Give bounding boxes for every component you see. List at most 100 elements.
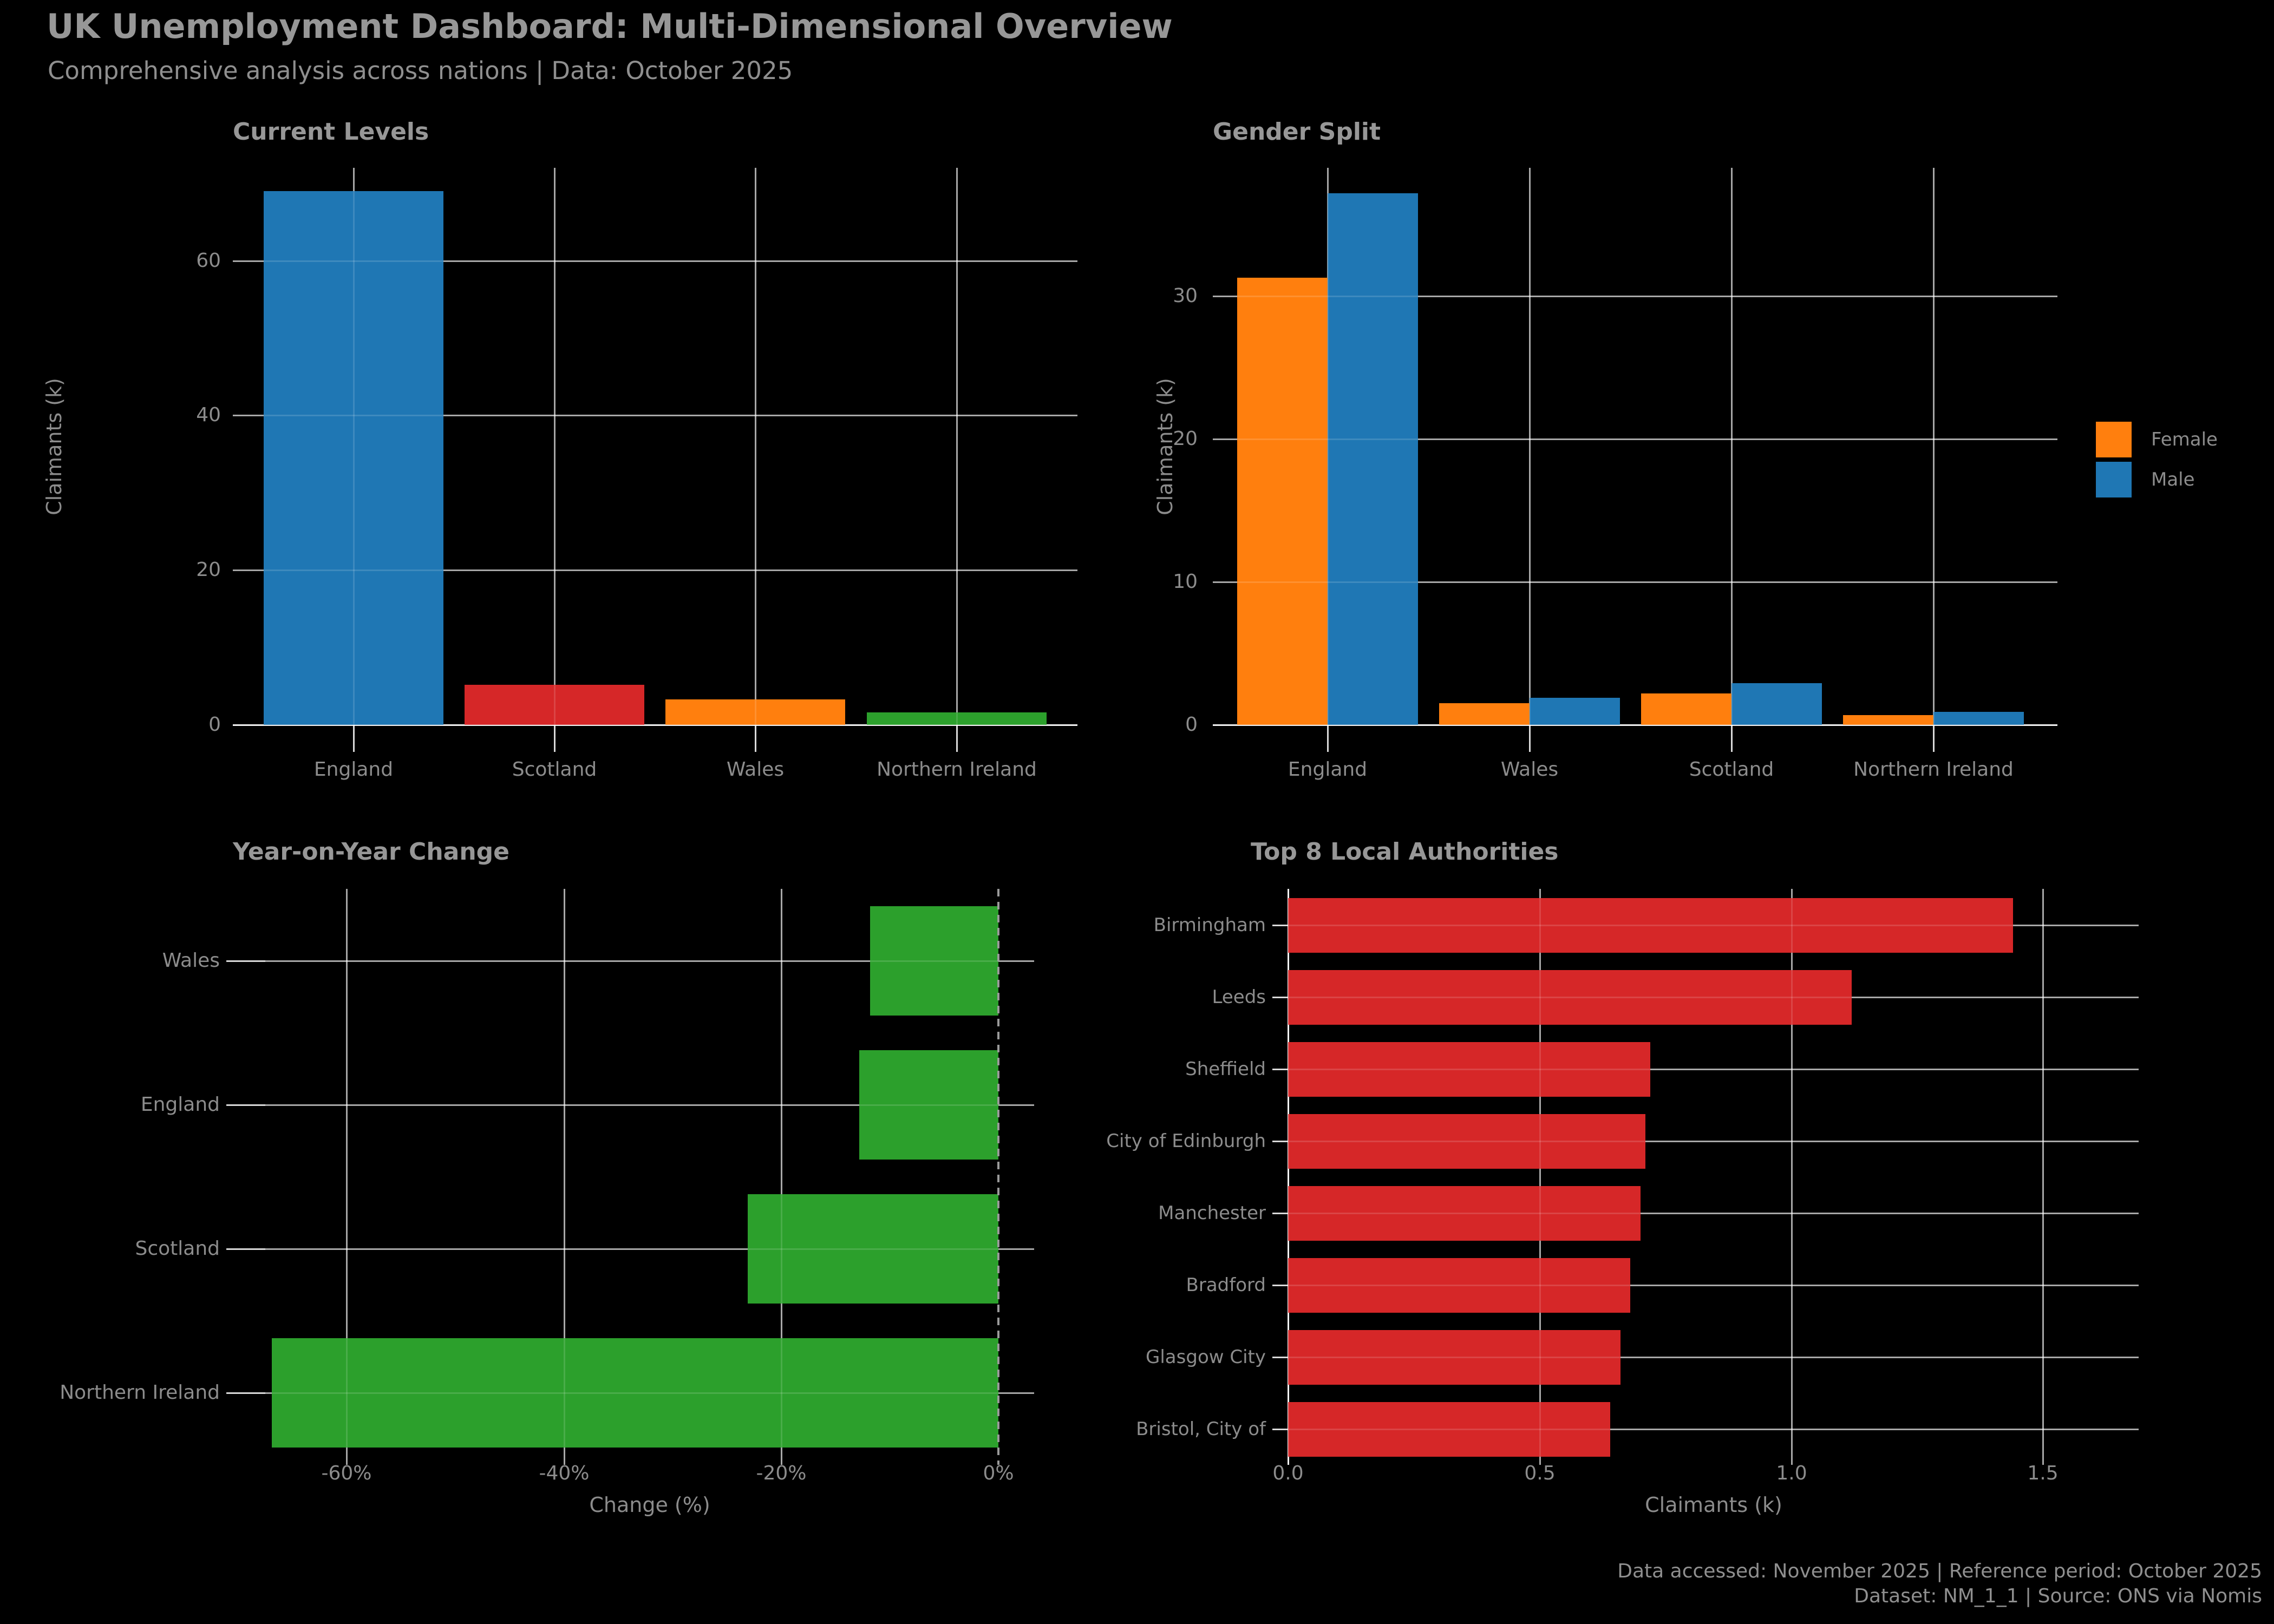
gridline-overlay-gender_split <box>1213 724 2057 726</box>
x-tick-label-current_levels: Northern Ireland <box>877 758 1037 781</box>
gridline-overlay-gender_split <box>1213 438 2057 440</box>
gridline-overlay-gender_split <box>1529 168 1531 725</box>
gridline-h-top8 <box>1288 1429 2139 1430</box>
gridline-h-top8 <box>1288 1357 2139 1358</box>
gridline-overlay-current_levels <box>233 569 1077 571</box>
bar-Bradford <box>1288 1258 1631 1313</box>
y-tick-label-top8: Glasgow City <box>1146 1346 1266 1368</box>
gridline-overlay-top8 <box>1288 889 1289 1465</box>
x-tick-label-yoy_change: -40% <box>539 1462 590 1484</box>
gridline-overlay-current_levels <box>554 168 556 725</box>
gridline-h-yoy_change <box>265 1248 1034 1250</box>
x-tick-mark-current_levels <box>353 725 355 752</box>
gridline-overlay-yoy_change <box>781 889 782 1465</box>
bar-Northern Ireland <box>867 712 1047 725</box>
y-tick-mark-yoy_change <box>226 1248 265 1250</box>
bar-Bristol, City of <box>1288 1402 1610 1457</box>
bar-Manchester <box>1288 1186 1641 1241</box>
gridline-overlay-yoy_change <box>564 889 565 1465</box>
gridline-h-gender_split <box>1213 724 2057 726</box>
gridline-overlay-current_levels <box>956 168 958 725</box>
x-tick-label-gender_split: Wales <box>1500 758 1559 781</box>
bar-England <box>859 1050 998 1160</box>
gridline-overlay-yoy_change <box>265 1104 1034 1106</box>
legend-label-male: Male <box>2151 469 2195 490</box>
x-tick-mark-current_levels <box>755 725 756 752</box>
bar-Wales <box>665 699 845 725</box>
bar-Female-Scotland <box>1641 693 1731 725</box>
bar-Wales <box>870 906 998 1016</box>
gridline-overlay-current_levels <box>755 168 756 725</box>
y-tick-mark-top8 <box>1272 1069 1291 1070</box>
gridline-h-current_levels <box>233 260 1077 262</box>
legend-swatch-male <box>2096 462 2132 497</box>
y-tick-label-current_levels: 0 <box>208 713 221 736</box>
y-tick-mark-top8 <box>1272 1357 1291 1358</box>
y-tick-label-gender_split: 20 <box>1173 428 1198 450</box>
gridline-v-top8 <box>1791 889 1793 1465</box>
bar-Scotland <box>465 684 644 725</box>
y-tick-label-gender_split: 30 <box>1173 285 1198 307</box>
x-tick-mark-gender_split <box>1529 725 1531 752</box>
gridline-v-gender_split <box>1731 168 1733 725</box>
x-tick-label-yoy_change: 0% <box>983 1462 1014 1484</box>
gridline-v-current_levels <box>554 168 556 725</box>
gridline-overlay-gender_split <box>1327 168 1329 725</box>
y-tick-mark-top8 <box>1272 1213 1291 1214</box>
x-tick-label-gender_split: Northern Ireland <box>1853 758 2014 781</box>
y-tick-mark-yoy_change <box>226 1392 265 1394</box>
x-tick-label-current_levels: Scotland <box>512 758 597 781</box>
gridline-v-yoy_change <box>564 889 565 1465</box>
y-tick-label-gender_split: 10 <box>1173 571 1198 593</box>
gridline-overlay-current_levels <box>233 260 1077 262</box>
chart-title-gender-split: Gender Split <box>1213 118 1381 146</box>
gridline-v-gender_split <box>1529 168 1531 725</box>
x-axis-label-top8: Claimants (k) <box>1645 1493 1782 1517</box>
gridline-h-current_levels <box>233 415 1077 416</box>
gridline-overlay-top8 <box>1288 1213 2139 1214</box>
bar-Female-Northern Ireland <box>1843 715 1933 725</box>
y-tick-label-top8: Birmingham <box>1153 914 1266 936</box>
gridline-overlay-gender_split <box>1213 581 2057 583</box>
y-tick-label-top8: City of Edinburgh <box>1106 1130 1266 1152</box>
y-tick-label-yoy_change: Wales <box>162 949 220 972</box>
bar-City of Edinburgh <box>1288 1114 1645 1169</box>
gridline-overlay-yoy_change <box>346 889 348 1465</box>
gridline-overlay-top8 <box>1288 1357 2139 1358</box>
gridline-v-current_levels <box>755 168 756 725</box>
gridline-overlay-yoy_change <box>265 1392 1034 1394</box>
y-tick-mark-top8 <box>1272 997 1291 998</box>
gridline-overlay-current_levels <box>233 415 1077 416</box>
y-tick-label-top8: Sheffield <box>1185 1058 1266 1080</box>
x-tick-label-gender_split: Scotland <box>1689 758 1774 781</box>
gridline-overlay-top8 <box>1288 1069 2139 1070</box>
chart-title-yoy-change: Year-on-Year Change <box>233 838 510 866</box>
y-tick-mark-top8 <box>1272 1141 1291 1142</box>
gridline-overlay-top8 <box>1791 889 1793 1465</box>
x-tick-label-top8: 0.0 <box>1272 1462 1304 1484</box>
page-title: UK Unemployment Dashboard: Multi-Dimensi… <box>47 6 1173 46</box>
page-subtitle: Comprehensive analysis across nations | … <box>48 56 793 85</box>
footer-line-1: Data accessed: November 2025 | Reference… <box>1617 1560 2262 1582</box>
legend-item-female: Female <box>2096 422 2218 457</box>
y-tick-mark-top8 <box>1272 1429 1291 1430</box>
y-tick-label-top8: Leeds <box>1212 986 1266 1008</box>
x-tick-label-top8: 0.5 <box>1524 1462 1556 1484</box>
gridline-h-gender_split <box>1213 581 2057 583</box>
x-tick-label-top8: 1.0 <box>1776 1462 1807 1484</box>
gridline-h-current_levels <box>233 569 1077 571</box>
bar-Male-Wales <box>1530 697 1620 725</box>
bar-Scotland <box>747 1194 998 1304</box>
bar-Male-England <box>1328 193 1418 725</box>
gridline-overlay-top8 <box>1288 1285 2139 1286</box>
gridline-v-current_levels <box>956 168 958 725</box>
chart-title-top8: Top 8 Local Authorities <box>1251 838 1559 866</box>
gridline-h-top8 <box>1288 1285 2139 1286</box>
gridline-overlay-current_levels <box>353 168 355 725</box>
y-tick-mark-top8 <box>1272 1285 1291 1286</box>
x-axis-label-yoy-change: Change (%) <box>589 1493 710 1517</box>
bar-Male-Scotland <box>1731 683 1822 725</box>
x-tick-label-yoy_change: -20% <box>756 1462 807 1484</box>
y-tick-label-top8: Bradford <box>1186 1274 1266 1296</box>
gridline-h-yoy_change <box>265 960 1034 962</box>
